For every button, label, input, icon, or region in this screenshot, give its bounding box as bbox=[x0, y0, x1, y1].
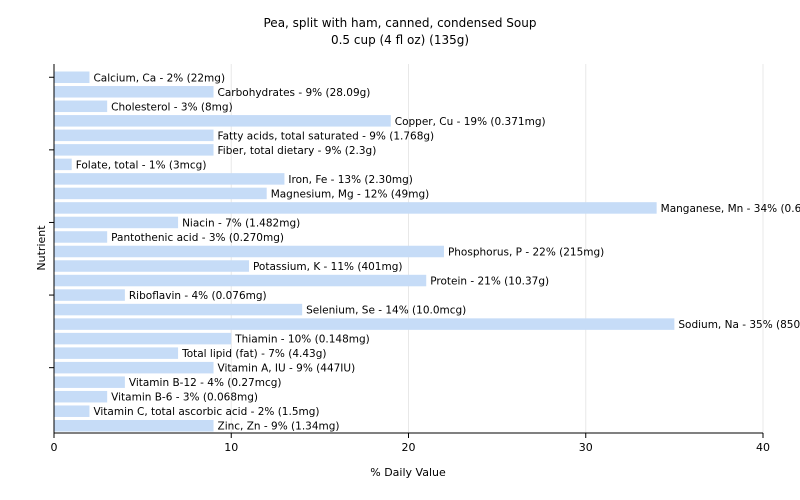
bar-label: Pantothenic acid - 3% (0.270mg) bbox=[111, 232, 284, 244]
bar bbox=[54, 347, 179, 359]
bar-label: Iron, Fe - 13% (2.30mg) bbox=[288, 174, 412, 186]
bar-label: Potassium, K - 11% (401mg) bbox=[253, 261, 403, 273]
bar-label: Total lipid (fat) - 7% (4.43g) bbox=[181, 348, 326, 360]
bar-label: Magnesium, Mg - 12% (49mg) bbox=[271, 188, 430, 200]
chart-subtitle: 0.5 cup (4 fl oz) (135g) bbox=[331, 33, 469, 47]
bar-label: Sodium, Na - 35% (850mg) bbox=[678, 319, 800, 331]
bar bbox=[54, 260, 249, 272]
bar-label: Carbohydrates - 9% (28.09g) bbox=[218, 87, 371, 99]
bar-label: Vitamin C, total ascorbic acid - 2% (1.5… bbox=[93, 406, 319, 418]
bar-label: Riboflavin - 4% (0.076mg) bbox=[129, 290, 267, 302]
bar bbox=[54, 361, 214, 374]
bar-label: Copper, Cu - 19% (0.371mg) bbox=[395, 116, 546, 128]
bar bbox=[54, 318, 675, 330]
y-axis-title: Nutrient bbox=[35, 225, 48, 271]
bar-label: Folate, total - 1% (3mcg) bbox=[76, 159, 207, 171]
x-tick-label: 40 bbox=[756, 441, 770, 454]
bar bbox=[54, 274, 427, 287]
bar bbox=[54, 376, 125, 388]
x-axis-title: % Daily Value bbox=[370, 466, 446, 479]
bar-label: Selenium, Se - 14% (10.0mcg) bbox=[306, 305, 466, 317]
bar bbox=[54, 390, 108, 403]
bar-label: Protein - 21% (10.37g) bbox=[430, 276, 549, 288]
bar-label: Vitamin B-6 - 3% (0.068mg) bbox=[111, 392, 258, 404]
bar bbox=[54, 245, 444, 258]
chart-title: Pea, split with ham, canned, condensed S… bbox=[264, 16, 537, 30]
x-tick-label: 0 bbox=[51, 441, 58, 454]
bar bbox=[54, 303, 303, 316]
bar-label: Manganese, Mn - 34% (0.675mg) bbox=[661, 203, 800, 215]
bar-label: Cholesterol - 3% (8mg) bbox=[111, 101, 233, 113]
bar-label: Vitamin A, IU - 9% (447IU) bbox=[218, 363, 356, 375]
bar-label: Zinc, Zn - 9% (1.34mg) bbox=[218, 421, 340, 433]
bar bbox=[54, 187, 267, 200]
bar bbox=[54, 405, 90, 417]
bar-label: Phosphorus, P - 22% (215mg) bbox=[448, 247, 604, 259]
bar-label: Calcium, Ca - 2% (22mg) bbox=[93, 72, 225, 84]
bar bbox=[54, 129, 214, 142]
bar-label: Thiamin - 10% (0.148mg) bbox=[234, 334, 370, 346]
x-tick-label: 20 bbox=[402, 441, 416, 454]
bar bbox=[54, 100, 108, 113]
bar bbox=[54, 144, 214, 156]
bar-label: Niacin - 7% (1.482mg) bbox=[182, 217, 300, 229]
bar bbox=[54, 231, 108, 243]
axes: 0 10 20 30 40 bbox=[49, 64, 770, 454]
x-tick-label: 30 bbox=[579, 441, 593, 454]
bar bbox=[54, 289, 125, 301]
bar-label: Fiber, total dietary - 9% (2.3g) bbox=[218, 145, 377, 157]
x-tick-label: 10 bbox=[224, 441, 238, 454]
bar bbox=[54, 86, 214, 98]
bar bbox=[54, 158, 72, 171]
bar bbox=[54, 332, 232, 345]
bar bbox=[54, 115, 391, 127]
bar-label: Vitamin B-12 - 4% (0.27mcg) bbox=[129, 377, 282, 389]
bar bbox=[54, 216, 179, 229]
bar bbox=[54, 202, 657, 214]
bar-label: Fatty acids, total saturated - 9% (1.768… bbox=[218, 130, 435, 142]
bars: Calcium, Ca - 2% (22mg) Carbohydrates - 9… bbox=[54, 71, 800, 433]
bar bbox=[54, 173, 285, 185]
bar bbox=[54, 71, 90, 84]
bar bbox=[54, 419, 214, 432]
